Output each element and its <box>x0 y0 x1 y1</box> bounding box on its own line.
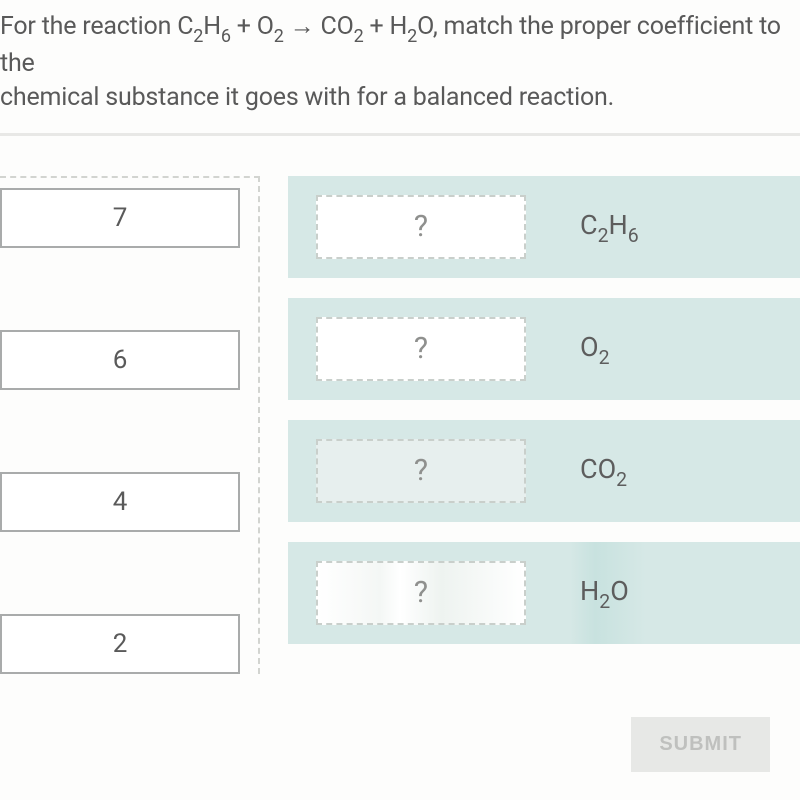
choice-card-7[interactable]: 7 <box>0 188 240 248</box>
plus: + <box>364 12 390 41</box>
target-formula: O2 <box>580 331 610 367</box>
target-row-c2h6: ? C2H6 <box>288 176 800 278</box>
drop-slot[interactable]: ? <box>316 195 526 259</box>
formula-o2: O2 <box>257 12 284 41</box>
target-row-co2: ? CO2 <box>288 420 800 522</box>
prompt-prefix: For the reaction <box>0 12 177 41</box>
formula-co2: CO2 <box>321 12 364 41</box>
drop-slot[interactable]: ? <box>316 561 526 625</box>
choice-card-6[interactable]: 6 <box>0 330 240 390</box>
target-formula: H2O <box>580 575 629 611</box>
placeholder-icon: ? <box>414 575 428 610</box>
prompt-line2: chemical substance it goes with for a ba… <box>0 83 614 112</box>
matching-area: 7 6 4 2 ? C2H6 ? O2 ? CO2 ? H2O <box>0 176 800 676</box>
target-formula: CO2 <box>580 453 627 489</box>
submit-button[interactable]: SUBMIT <box>631 717 770 772</box>
placeholder-icon: ? <box>414 453 428 488</box>
formula-c2h6: C2H6 <box>177 12 231 41</box>
submit-label: SUBMIT <box>659 733 742 755</box>
drop-slot[interactable]: ? <box>316 317 526 381</box>
prompt-text: For the reaction C2H6 + O2 → CO2 + H2O, … <box>0 12 781 112</box>
choice-card-4[interactable]: 4 <box>0 472 240 532</box>
plus: + <box>231 12 257 41</box>
arrow: → <box>284 12 321 41</box>
targets-column: ? C2H6 ? O2 ? CO2 ? H2O <box>260 176 800 676</box>
submit-wrap: SUBMIT <box>631 717 770 772</box>
choice-label: 7 <box>113 203 128 233</box>
formula-h2o: H2O <box>390 12 433 41</box>
question-prompt: For the reaction C2H6 + O2 → CO2 + H2O, … <box>0 0 800 133</box>
source-column: 7 6 4 2 <box>0 176 260 674</box>
choice-label: 6 <box>113 345 128 375</box>
target-row-o2: ? O2 <box>288 298 800 400</box>
choice-label: 2 <box>113 629 128 659</box>
target-formula: C2H6 <box>580 209 639 245</box>
target-row-h2o: ? H2O <box>288 542 800 644</box>
drop-slot[interactable]: ? <box>316 439 526 503</box>
placeholder-icon: ? <box>414 331 428 366</box>
placeholder-icon: ? <box>414 209 428 244</box>
divider <box>0 133 800 136</box>
choice-label: 4 <box>113 487 128 517</box>
choice-card-2[interactable]: 2 <box>0 614 240 674</box>
